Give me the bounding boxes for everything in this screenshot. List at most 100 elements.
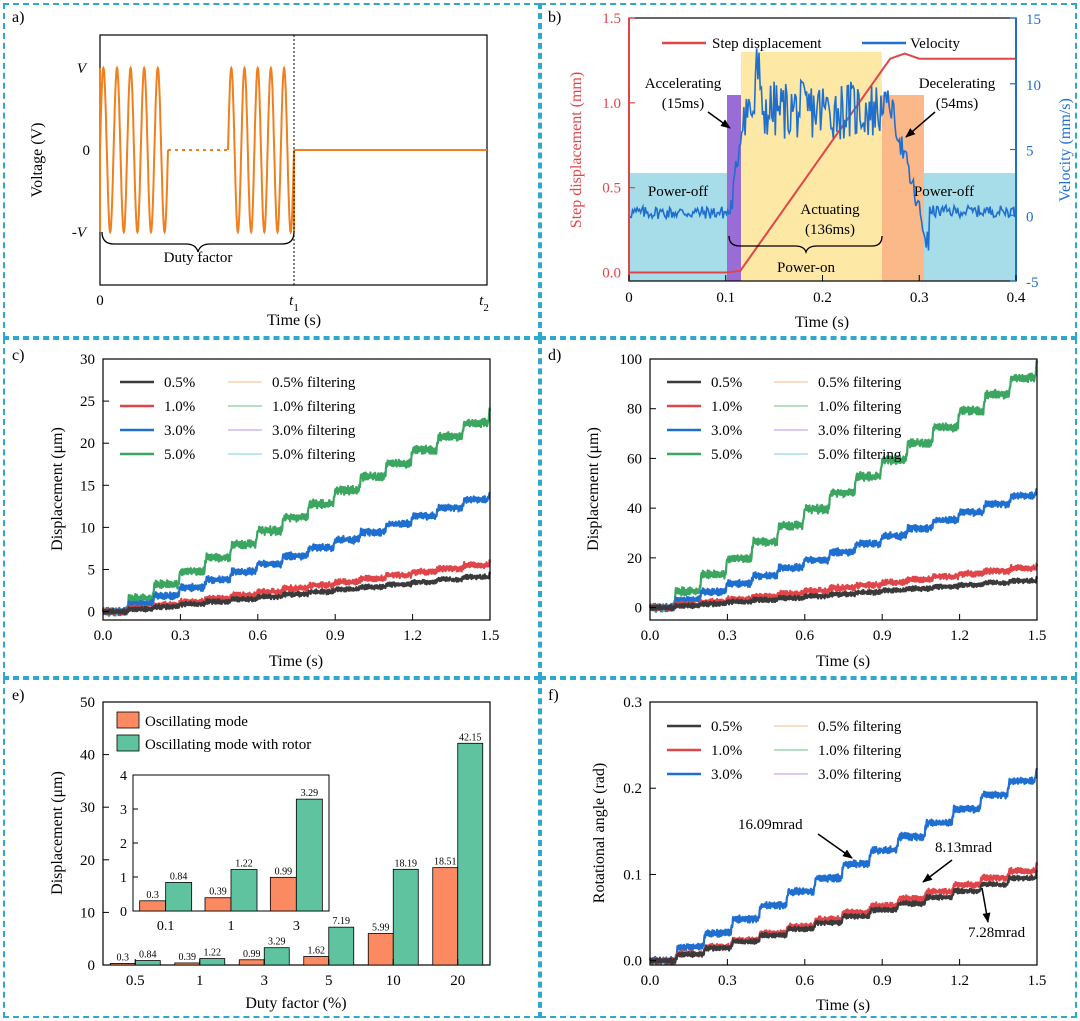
panel-label-b: b) xyxy=(548,9,561,26)
inset-ytick-label-4: 4 xyxy=(120,769,127,784)
panel-label-f: f) xyxy=(548,687,559,704)
chart-d-xtick-label-5: 1.5 xyxy=(1028,628,1047,644)
panel-label-c: c) xyxy=(12,347,24,364)
chart-b-xlabel: Time (s) xyxy=(795,314,849,331)
inset-ytick-label-0: 0 xyxy=(120,905,127,920)
chart-e: 0.3 0.84 0.39 1.22 0.99 3.29 1.62 7.19 5.99 18.19… xyxy=(49,695,491,1012)
inset-bar-label-1-0: 0.84 xyxy=(170,871,188,882)
bar-0-0 xyxy=(109,963,136,966)
legend-label-2: 3.0% xyxy=(711,423,742,439)
bar-0-3 xyxy=(303,956,330,966)
bar-label-1-3: 7.19 xyxy=(333,916,351,927)
chart-f-xtick-label-2: 0.6 xyxy=(795,973,814,989)
chart-c-xlabel: Time (s) xyxy=(269,653,323,670)
chart-e-ytick-label-4: 40 xyxy=(80,748,95,764)
chart-a-ytick-negv: -V xyxy=(72,225,88,241)
series-5-0pct xyxy=(648,359,1039,614)
series-0-5pct xyxy=(649,869,1039,965)
inset-ytick-label-3: 3 xyxy=(120,803,127,818)
chart-e-xlabel: Duty factor (%) xyxy=(245,995,346,1012)
chart-c-xtick-label-5: 1.5 xyxy=(481,628,500,644)
series-3-0pct xyxy=(648,767,1039,966)
legend-filter-label-2: 3.0% filtering xyxy=(818,767,902,783)
arrow-16mrad xyxy=(817,833,853,859)
chart-f-xlabel: Time (s) xyxy=(816,997,870,1014)
chart-c-xtick-label-2: 0.6 xyxy=(248,628,267,644)
chart-f-ytick-label-2: 0.2 xyxy=(623,781,642,797)
label-power-off-right: Power-off xyxy=(914,184,974,200)
inset-ytick-label-2: 2 xyxy=(120,837,127,852)
bar-1-1 xyxy=(199,958,226,966)
chart-b-ticks: 0 0.1 0.2 0.3 0.4 0.0 0.5 1.0 1.5 -5 0 5 10 15 xyxy=(602,11,1041,306)
chart-b-ylabel: Step displacement (mm) xyxy=(568,72,585,228)
chart-d-legend: 0.5% 0.5% filtering 1.0% 1.0% filtering 3.0%… xyxy=(667,375,902,463)
chart-b-xtick-label-4: 0.4 xyxy=(1007,290,1026,306)
chart-c-series xyxy=(101,407,492,618)
bar-label-1-4: 18.19 xyxy=(395,858,418,869)
chart-a: Duty factor V 0 -V 0 t1 t2 Time (s) Volt… xyxy=(29,34,489,329)
chart-c-xtick-label-1: 0.3 xyxy=(171,628,190,644)
chart-b-y2tick-label-3: 10 xyxy=(1026,78,1041,94)
chart-d-ytick-label-5: 100 xyxy=(620,352,643,368)
chart-e-inset: 0 1 2 3 4 0.1 0.3 0.84 1 0.39 1.22 3 0.99 3.29 xyxy=(120,769,330,934)
bar-label-0-2: 0.99 xyxy=(243,949,261,960)
label-accelerating: Accelerating xyxy=(645,76,722,92)
bar-label-1-5: 42.15 xyxy=(459,732,482,743)
chart-f-legend: 0.5% 0.5% filtering 1.0% 1.0% filtering 3.0%… xyxy=(667,719,902,783)
chart-b-ytick-label-2: 1.0 xyxy=(602,96,621,112)
legend-label-3: 5.0% xyxy=(164,447,195,463)
chart-a-ylabel: Voltage (V) xyxy=(29,123,46,198)
inset-bar-0-1 xyxy=(204,897,232,912)
bar-1-0 xyxy=(134,960,161,966)
chart-e-xtick-label-5: 20 xyxy=(450,973,465,989)
chart-d: 0.0 0.3 0.6 0.9 1.2 1.5 0 20 40 60 80 100 0.5% 0.5% … xyxy=(585,352,1046,670)
bar-0-5 xyxy=(432,867,459,966)
chart-e-xtick-label-0: 0.5 xyxy=(126,973,145,989)
legend-filter-label-2: 3.0% filtering xyxy=(272,423,356,439)
chart-b-xtick-label-1: 0.1 xyxy=(716,290,735,306)
legend-filter-label-1: 1.0% filtering xyxy=(818,399,902,415)
series-3-0pct xyxy=(101,491,491,617)
chart-d-series xyxy=(648,359,1039,614)
chart-e-ylabel: Displacement (μm) xyxy=(49,771,66,895)
chart-d-ticks: 0.0 0.3 0.6 0.9 1.2 1.5 0 20 40 60 80 100 xyxy=(620,352,1047,644)
bar-1-4 xyxy=(392,868,419,966)
bar-label-0-5: 18.51 xyxy=(434,857,457,868)
legend-label-0: 0.5% xyxy=(164,375,195,391)
label-power-off-left: Power-off xyxy=(648,184,708,200)
inset-bar-label-0-0: 0.3 xyxy=(146,890,159,901)
inset-bar-label-0-1: 0.39 xyxy=(209,887,227,898)
inset-xtick-label-2: 3 xyxy=(293,919,300,934)
bar-0-1 xyxy=(174,962,201,966)
bar-label-0-3: 1.62 xyxy=(308,945,326,956)
chart-c: 0.0 0.3 0.6 0.9 1.2 1.5 0 5 10 15 20 25 30 0.5% 0.5% … xyxy=(49,352,499,670)
chart-d-ytick-label-4: 80 xyxy=(627,402,642,418)
legend-velocity-label: Velocity xyxy=(910,36,960,52)
legend-filter-label-0: 0.5% filtering xyxy=(818,719,902,735)
arrow-8mrad xyxy=(922,859,953,883)
panel-e-frame xyxy=(3,678,540,1018)
chart-c-ytick-label-2: 10 xyxy=(80,520,95,536)
series-0-5pct xyxy=(102,571,492,616)
panel-d-frame xyxy=(540,338,1077,678)
chart-a-xtick-t2: t2 xyxy=(479,293,489,314)
legend-filter-label-2: 3.0% filtering xyxy=(818,423,902,439)
chart-b-xtick-label-0: 0 xyxy=(625,290,633,306)
panel-label-d: d) xyxy=(548,347,561,364)
chart-b-y2tick-label-0: -5 xyxy=(1026,275,1039,291)
panel-c-frame xyxy=(3,338,540,678)
chart-a-xtick-0: 0 xyxy=(96,293,104,309)
chart-c-ytick-label-3: 15 xyxy=(80,478,95,494)
chart-b-y2tick-label-1: 0 xyxy=(1026,209,1034,225)
chart-c-ylabel: Displacement (μm) xyxy=(49,427,66,551)
legend-step-label: Step displacement xyxy=(712,36,822,52)
chart-e-bars: 0.3 0.84 0.39 1.22 0.99 3.29 1.62 7.19 5.99 18.19… xyxy=(109,732,484,966)
chart-d-xtick-label-1: 0.3 xyxy=(718,628,737,644)
panel-b-frame xyxy=(540,3,1077,338)
series-0-5pct xyxy=(649,575,1039,612)
chart-d-xlabel: Time (s) xyxy=(816,653,870,670)
bar-1-5 xyxy=(457,742,484,966)
legend-filter-label-0: 0.5% filtering xyxy=(272,375,356,391)
legend-label-2: 3.0% xyxy=(711,767,742,783)
chart-b-ytick-label-1: 0.5 xyxy=(602,181,621,197)
